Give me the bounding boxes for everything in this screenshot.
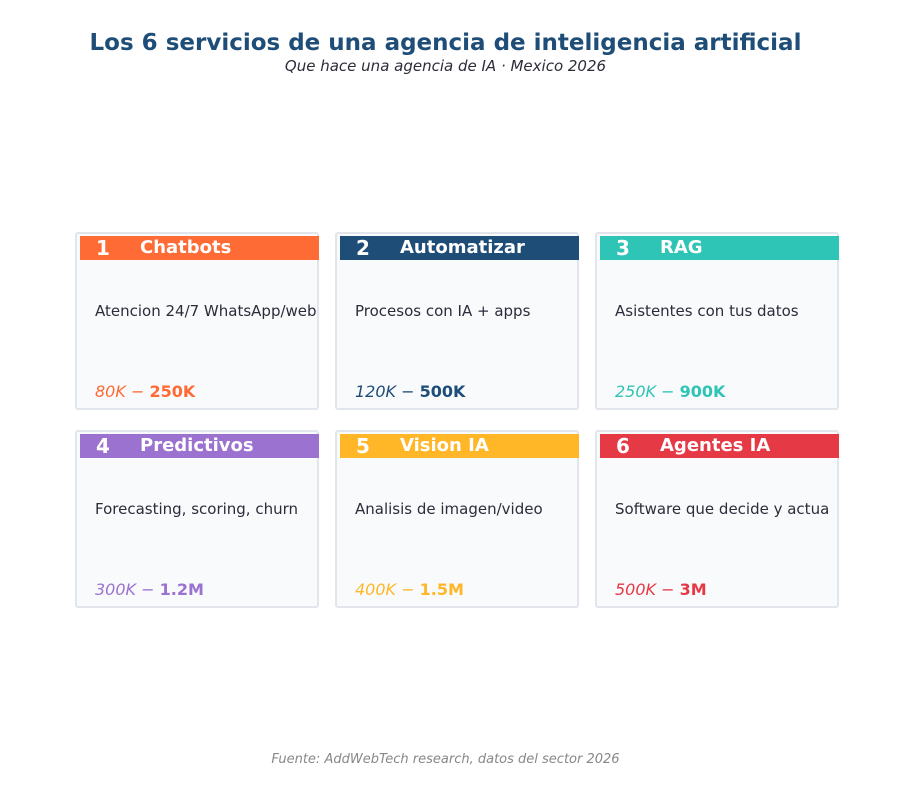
price-low: 500K: [615, 580, 657, 599]
service-card-header: 6 Agentes IA: [600, 434, 839, 458]
service-description: Software que decide y actua: [615, 500, 830, 518]
service-number: 3: [616, 236, 630, 260]
service-card: 6 Agentes IA Software que decide y actua 50…: [595, 430, 839, 608]
service-number: 4: [96, 434, 110, 458]
service-price-range: 120K − 500K: [355, 382, 465, 401]
service-price-range: 300K − 1.2M: [95, 580, 204, 599]
service-description: Forecasting, scoring, churn: [95, 500, 299, 518]
price-separator: −: [125, 382, 150, 401]
service-name: Agentes IA: [660, 435, 771, 456]
service-card: 2 Automatizar Procesos con IA + apps 120K −…: [335, 232, 579, 410]
service-card-header: 2 Automatizar: [340, 236, 579, 260]
source-footnote: Fuente: AddWebTech research, datos del s…: [271, 752, 620, 767]
service-description: Atencion 24/7 WhatsApp/web: [95, 302, 317, 320]
service-card-header: 3 RAG: [600, 236, 839, 260]
price-separator: −: [136, 580, 160, 599]
service-card: 4 Predictivos Forecasting, scoring, churn 3…: [75, 430, 319, 608]
price-low: 120K: [355, 382, 397, 401]
service-number: 6: [616, 434, 630, 458]
service-name: Chatbots: [140, 237, 232, 258]
price-high: 3M: [679, 580, 707, 599]
price-high: 1.2M: [159, 580, 204, 599]
price-high: 250K: [149, 382, 196, 401]
service-card-header: 4 Predictivos: [80, 434, 319, 458]
price-high: 1.5M: [419, 580, 464, 599]
service-price-range: 80K − 250K: [95, 382, 195, 401]
price-separator: −: [396, 382, 420, 401]
service-name: Automatizar: [400, 237, 525, 258]
service-price-range: 250K − 900K: [615, 382, 725, 401]
price-separator: −: [656, 382, 680, 401]
service-number: 1: [96, 236, 110, 260]
service-card-header: 5 Vision IA: [340, 434, 579, 458]
service-card: 3 RAG Asistentes con tus datos 250K − 900K: [595, 232, 839, 410]
page-subtitle: Que hace una agencia de IA · Mexico 2026: [284, 57, 607, 75]
price-high: 500K: [419, 382, 466, 401]
service-number: 2: [356, 236, 370, 260]
service-card-header: 1 Chatbots: [80, 236, 319, 260]
price-low: 300K: [95, 580, 137, 599]
service-card: 5 Vision IA Analisis de imagen/video 400K −…: [335, 430, 579, 608]
price-low: 80K: [95, 382, 126, 401]
service-description: Asistentes con tus datos: [615, 302, 799, 320]
price-separator: −: [396, 580, 420, 599]
price-separator: −: [656, 580, 680, 599]
service-price-range: 400K − 1.5M: [355, 580, 464, 599]
service-number: 5: [356, 434, 370, 458]
page-title: Los 6 servicios de una agencia de inteli…: [89, 30, 802, 56]
price-low: 400K: [355, 580, 397, 599]
service-description: Procesos con IA + apps: [355, 302, 531, 320]
service-name: Vision IA: [400, 435, 489, 456]
service-description: Analisis de imagen/video: [355, 500, 543, 518]
price-high: 900K: [679, 382, 726, 401]
service-price-range: 500K − 3M: [615, 580, 707, 599]
service-name: RAG: [660, 237, 703, 258]
service-name: Predictivos: [140, 435, 254, 456]
service-card: 1 Chatbots Atencion 24/7 WhatsApp/web 80K −…: [75, 232, 319, 410]
price-low: 250K: [615, 382, 657, 401]
